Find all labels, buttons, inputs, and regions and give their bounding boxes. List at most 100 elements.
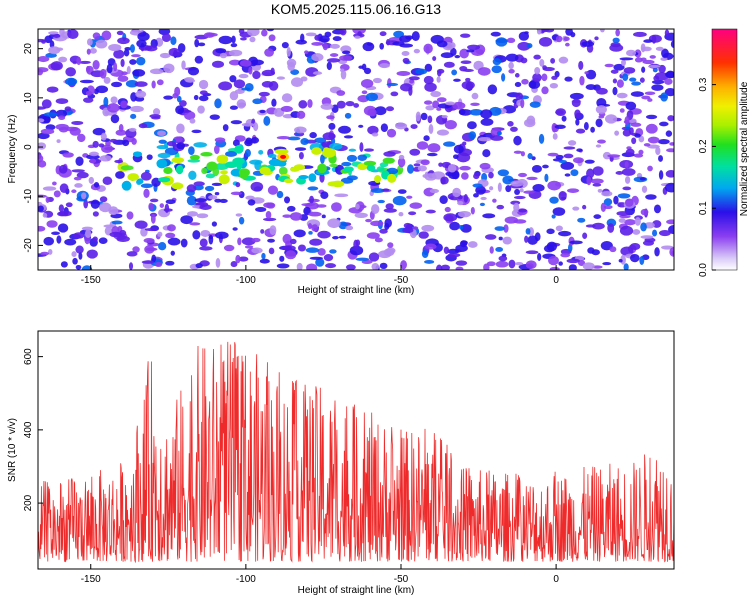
spectrogram-cell bbox=[524, 235, 529, 243]
spectrogram-cell bbox=[228, 59, 242, 66]
spectrogram-cell bbox=[230, 260, 238, 268]
spectrogram-cell bbox=[193, 142, 207, 148]
spectrogram-cell bbox=[267, 238, 275, 243]
spectrogram-cell bbox=[136, 39, 147, 48]
spectrogram-cell bbox=[480, 118, 494, 126]
spectrogram-cell bbox=[654, 247, 660, 257]
spectrogram-cell bbox=[300, 33, 305, 43]
spectrogram-cell bbox=[461, 172, 469, 180]
spectrogram-cell bbox=[153, 108, 161, 116]
spectrogram-cell bbox=[52, 181, 57, 186]
spectrogram-cell bbox=[55, 109, 68, 118]
spectrogram-cell bbox=[282, 233, 292, 244]
spectrogram-cell bbox=[176, 142, 186, 150]
spectrogram-cell bbox=[475, 185, 486, 195]
spectrogram-cell bbox=[325, 263, 337, 269]
spectrogram-cell bbox=[43, 236, 55, 246]
spectrogram-cell bbox=[222, 124, 229, 132]
spectrogram-cell bbox=[167, 140, 177, 147]
spectrogram-cell bbox=[38, 225, 46, 232]
spectrogram-cell bbox=[248, 66, 253, 75]
spectrogram-cell bbox=[467, 121, 477, 130]
spectrogram-cell bbox=[186, 184, 197, 193]
spectrogram-cell bbox=[134, 220, 148, 229]
spectrogram-cell bbox=[260, 229, 265, 234]
spectrogram-cell bbox=[259, 109, 266, 114]
spectrogram-cell bbox=[613, 63, 625, 71]
spectrogram-cell bbox=[440, 264, 450, 270]
spectrogram-cell bbox=[110, 114, 120, 124]
spectrogram-cell bbox=[215, 231, 229, 239]
spectrogram-cell bbox=[479, 202, 485, 207]
spectrogram-cell bbox=[658, 230, 671, 237]
spectrogram-cell bbox=[514, 73, 520, 78]
spectrogram-cell bbox=[459, 225, 464, 230]
spectrogram-cell bbox=[40, 251, 50, 256]
spectrogram-cell bbox=[560, 161, 575, 170]
spectrogram-cell bbox=[525, 260, 537, 269]
spectrogram-cell bbox=[53, 190, 61, 198]
spectrogram-cell bbox=[136, 56, 146, 66]
spectrogram-cell bbox=[306, 263, 318, 270]
spectrogram-cell bbox=[108, 206, 119, 216]
spectrogram-cell bbox=[379, 31, 387, 37]
spectrogram-cell bbox=[657, 139, 670, 145]
snr-frame bbox=[37, 330, 675, 570]
spectrogram-cell bbox=[307, 223, 313, 230]
spectrogram-cell bbox=[134, 81, 148, 87]
spectrogram-cell bbox=[157, 130, 166, 136]
spectrogram-cell bbox=[237, 237, 242, 246]
spectrogram-cell bbox=[304, 50, 309, 55]
spectrogram-cell bbox=[507, 120, 514, 127]
spectrogram-cell bbox=[467, 241, 478, 248]
spectrogram-cell bbox=[285, 250, 297, 260]
spectrogram-cell bbox=[362, 42, 375, 52]
spectrogram-cell bbox=[86, 249, 98, 259]
spectrogram-cell bbox=[307, 186, 319, 191]
spectrogram-cell bbox=[436, 97, 447, 103]
spectrogram-cell bbox=[575, 128, 586, 134]
spectrogram-cell bbox=[135, 90, 147, 98]
spectrogram-cell bbox=[41, 39, 46, 44]
spectrogram-cell bbox=[296, 262, 303, 270]
spectrogram-cell bbox=[582, 262, 595, 270]
spectrogram-cell bbox=[344, 112, 352, 119]
spectrogram-cell bbox=[98, 143, 105, 148]
spectrogram-cell bbox=[151, 80, 156, 89]
spectrogram-cell bbox=[547, 180, 562, 191]
spectrogram-cell bbox=[541, 86, 549, 95]
spectrogram-cell bbox=[399, 43, 413, 48]
spectrogram-cell bbox=[385, 106, 395, 112]
spectrogram-cell bbox=[465, 77, 471, 82]
y-tick-label: -20 bbox=[23, 238, 34, 253]
spectrogram-cell bbox=[45, 196, 50, 203]
spectrogram-hotspot bbox=[216, 154, 229, 164]
spectrogram-cell bbox=[558, 159, 567, 164]
spectrogram-cell bbox=[214, 137, 226, 143]
spectrogram-cell bbox=[131, 137, 137, 145]
spectrogram-cell bbox=[156, 144, 169, 150]
spectrogram-cell bbox=[65, 67, 76, 77]
x-tick-label: -150 bbox=[81, 275, 101, 286]
spectrogram-cell bbox=[526, 176, 538, 181]
spectrogram-cell bbox=[473, 193, 479, 198]
spectrogram-cell bbox=[267, 185, 279, 195]
spectrogram-cell bbox=[560, 252, 571, 258]
spectrogram-cell bbox=[111, 220, 123, 225]
spectrogram-cell bbox=[354, 35, 361, 39]
spectrogram-cell bbox=[294, 126, 307, 134]
spectrogram-cell bbox=[121, 71, 128, 76]
spectrogram-cell bbox=[194, 55, 204, 64]
spectrogram-hotspot bbox=[322, 148, 336, 158]
spectrogram-cell bbox=[569, 92, 584, 100]
spectrogram-cell bbox=[100, 132, 107, 141]
spectrogram-cell bbox=[630, 122, 642, 127]
spectrogram-cell bbox=[602, 261, 612, 266]
spectrogram-cell bbox=[140, 171, 152, 181]
spectrogram-cell bbox=[513, 219, 527, 224]
spectrogram-cell bbox=[200, 229, 211, 237]
spectrogram-cell bbox=[71, 251, 77, 258]
spectrogram-cell bbox=[444, 120, 457, 130]
spectrogram-cell bbox=[157, 231, 163, 237]
spectrogram-cell bbox=[214, 98, 222, 109]
